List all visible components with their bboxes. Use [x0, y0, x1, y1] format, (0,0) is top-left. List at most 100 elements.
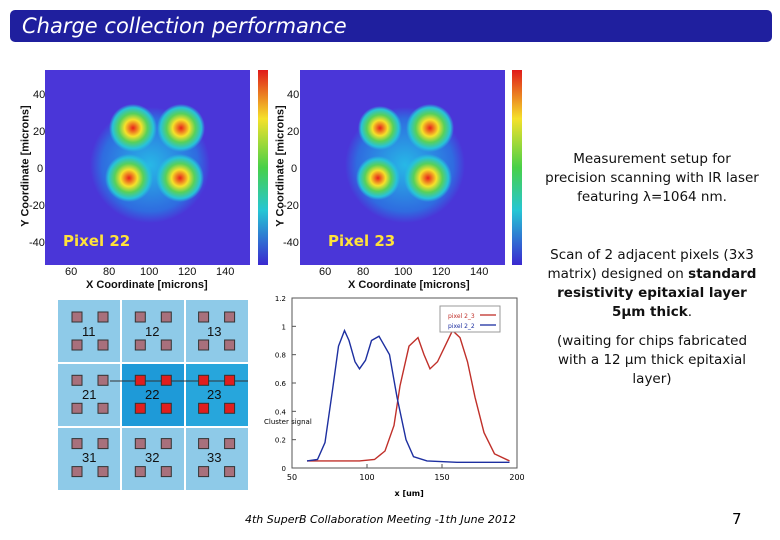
- y-tick-0-r: 0: [291, 163, 298, 175]
- x-tick-label: 200: [509, 473, 524, 482]
- y-tick-label: 0: [282, 465, 286, 473]
- pixel-pad: [134, 311, 146, 323]
- scan-text: Scan of 2 adjacent pixels (3x3 matrix) d…: [542, 246, 762, 322]
- x-tick-label: 150: [434, 473, 449, 482]
- pixel-pad: [198, 466, 210, 478]
- heatmap-pixel-22-plot: [45, 70, 250, 265]
- pixel-pad: [97, 311, 109, 323]
- colorbar-left: [258, 70, 268, 265]
- footer-text: 4th SuperB Collaboration Meeting -1th Ju…: [245, 513, 516, 526]
- x-tick-60-r: 60: [319, 266, 332, 278]
- cell-label-22: 22: [145, 387, 160, 402]
- series-line-1: [306, 328, 510, 464]
- x-tick-80-r: 80: [357, 266, 370, 278]
- pixel-pad: [160, 438, 172, 450]
- scan-text-pre: Scan of 2 adjacent pixels (3x3 matrix) d…: [547, 247, 754, 282]
- x-tick-60: 60: [65, 266, 78, 278]
- page-number: 7: [732, 510, 742, 528]
- pixel-pad: [71, 374, 83, 386]
- heatmap-pixel-23-plot: [300, 70, 505, 265]
- x-axis-label-right: X Coordinate [microns]: [348, 279, 470, 291]
- y-tick-20-r: 20: [287, 126, 300, 138]
- pixel-pad: [160, 374, 172, 386]
- x-axis-label-left: X Coordinate [microns]: [86, 279, 208, 291]
- pixel-pad: [97, 438, 109, 450]
- legend-label: pixel 2_2: [448, 323, 475, 330]
- cell-label-13: 13: [207, 324, 222, 339]
- pixel-pad: [71, 438, 83, 450]
- pixel-pad: [198, 402, 210, 414]
- y-tick-neg20-r: -20: [283, 200, 299, 212]
- pixel-pad: [198, 339, 210, 351]
- heatmap-pixel-23: Pixel 23: [300, 70, 505, 265]
- waiting-text: (waiting for chips fabricated with a 12 …: [556, 333, 748, 387]
- pixel-pad: [224, 438, 236, 450]
- pixel-pad: [71, 339, 83, 351]
- y-tick-0: 0: [37, 163, 44, 175]
- pixel-pad: [198, 311, 210, 323]
- pixel-pad: [134, 466, 146, 478]
- pixel-pad: [134, 339, 146, 351]
- cell-label-23: 23: [207, 387, 222, 402]
- title-bar: Charge collection performance: [10, 10, 772, 42]
- x-tick-140-r: 140: [470, 266, 489, 278]
- x-tick-120-r: 120: [432, 266, 451, 278]
- pixel-22-label: Pixel 22: [63, 232, 131, 250]
- x-tick-label: 50: [287, 473, 297, 482]
- pixel-pad: [71, 402, 83, 414]
- cell-label-12: 12: [145, 324, 160, 339]
- y-tick-neg40: -40: [29, 237, 45, 249]
- pixel-pad: [97, 402, 109, 414]
- y-tick-label: 0.2: [275, 437, 286, 445]
- x-tick-label: 100: [359, 473, 374, 482]
- pixel-pad: [160, 466, 172, 478]
- cell-label-31: 31: [82, 450, 97, 465]
- y-tick-40-r: 40: [287, 89, 300, 101]
- y-tick-40: 40: [33, 89, 46, 101]
- setup-text: Measurement setup for precision scanning…: [545, 151, 759, 205]
- pixel-matrix-svg: [58, 300, 263, 490]
- pixel-pad: [198, 438, 210, 450]
- pixel-pad: [97, 374, 109, 386]
- pixel-pad: [97, 466, 109, 478]
- pixel-pad: [134, 438, 146, 450]
- heatmap-pixel-22: Pixel 22: [45, 70, 250, 265]
- pixel-pad: [224, 402, 236, 414]
- cell-label-33: 33: [207, 450, 222, 465]
- pixel-pad: [160, 311, 172, 323]
- pixel-pad: [224, 374, 236, 386]
- slide-title: Charge collection performance: [22, 14, 347, 38]
- pixel-pad: [198, 374, 210, 386]
- cell-label-11: 11: [82, 324, 96, 339]
- annotation-label: Cluster signal: [264, 418, 312, 426]
- cell-label-21: 21: [82, 387, 97, 402]
- legend-box: [439, 305, 501, 333]
- pixel-pad: [224, 466, 236, 478]
- y-tick-label: 1: [282, 323, 286, 331]
- pixel-pad: [71, 311, 83, 323]
- legend-label: pixel 2_3: [448, 313, 475, 320]
- colorbar-right: [512, 70, 522, 265]
- x-tick-140: 140: [216, 266, 235, 278]
- x-tick-80: 80: [103, 266, 116, 278]
- pixel-pad: [160, 402, 172, 414]
- y-axis-label-left: Y Coordinate [microns]: [19, 105, 32, 227]
- pixel-pad: [224, 311, 236, 323]
- pixel-pad: [224, 339, 236, 351]
- cell-label-32: 32: [145, 450, 160, 465]
- y-tick-neg20: -20: [29, 200, 45, 212]
- pixel-pad: [71, 466, 83, 478]
- pixel-pad: [134, 402, 146, 414]
- y-tick-20: 20: [33, 126, 46, 138]
- series-line-0: [307, 329, 510, 462]
- line-chart: 0 0.2 0.4 0.6 0.8 1 1.2 50 100 150 200 x [um] pixel …: [262, 290, 527, 505]
- pixel-pad: [97, 339, 109, 351]
- pixel-pad: [160, 339, 172, 351]
- pixel-matrix: 11 12 13 21 22 23 31 32 33: [58, 300, 263, 490]
- y-tick-label: 0.6: [275, 380, 287, 388]
- pixel-pad: [134, 374, 146, 386]
- pixel-23-label: Pixel 23: [328, 232, 396, 250]
- line-chart-svg: 0 0.2 0.4 0.6 0.8 1 1.2 50 100 150 200 x [um] pixel …: [264, 295, 525, 498]
- x-axis-label: x [um]: [395, 489, 424, 498]
- y-tick-neg40-r: -40: [283, 237, 299, 249]
